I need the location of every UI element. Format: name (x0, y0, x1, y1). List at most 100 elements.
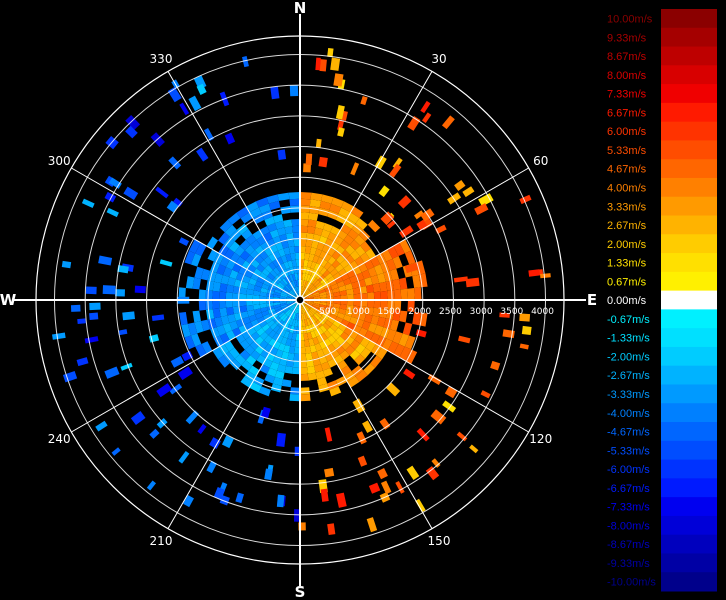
velocity-cell (277, 227, 286, 236)
velocity-cell (392, 256, 403, 269)
velocity-cell (280, 255, 288, 263)
velocity-cell (306, 274, 311, 282)
velocity-cell (340, 272, 350, 281)
velocity-cell (290, 339, 296, 348)
velocity-cell (275, 349, 284, 358)
velocity-cell (258, 203, 271, 214)
velocity-cell (365, 248, 377, 260)
velocity-cell (259, 303, 267, 309)
velocity-cell (352, 287, 361, 295)
velocity-cell (70, 304, 81, 312)
velocity-cell (318, 289, 326, 294)
velocity-cell (302, 287, 306, 294)
velocity-cell (306, 297, 314, 300)
velocity-cell (220, 315, 230, 326)
velocity-cell (364, 259, 375, 270)
velocity-cell (219, 256, 230, 268)
velocity-cell (239, 250, 250, 261)
velocity-cell (330, 225, 341, 236)
velocity-cell (320, 488, 329, 502)
azimuth-label: 330 (150, 52, 173, 66)
velocity-cell (367, 322, 378, 333)
range-tick-label: 3500 (500, 307, 523, 317)
velocity-cell (285, 338, 292, 347)
velocity-cell (389, 268, 400, 281)
velocity-cell (333, 73, 344, 87)
velocity-cell (305, 281, 311, 289)
colorbar-label: -2.00m/s (607, 351, 650, 363)
velocity-cell (95, 420, 108, 432)
colorbar-swatch (661, 65, 717, 85)
velocity-cell (178, 237, 190, 246)
velocity-cell (239, 349, 251, 361)
velocity-cell (300, 259, 305, 267)
velocity-cell (361, 269, 371, 280)
velocity-cell (269, 244, 279, 254)
colorbar-swatch (661, 271, 717, 292)
velocity-cell (310, 306, 318, 312)
velocity-cell (310, 288, 318, 294)
velocity-cell (259, 225, 270, 236)
velocity-cell (307, 366, 316, 374)
velocity-cell (185, 410, 200, 425)
velocity-cell (277, 192, 290, 201)
velocity-cell (205, 300, 213, 310)
velocity-cell (286, 283, 293, 290)
velocity-cell (399, 310, 408, 323)
colorbar-label: 10.00m/s (607, 14, 653, 26)
velocity-cell (288, 310, 294, 318)
colorbar-label: 7.33m/s (607, 89, 647, 101)
velocity-cell (256, 327, 265, 337)
velocity-cell (300, 191, 312, 200)
velocity-cell (416, 427, 430, 442)
velocity-cell (343, 234, 355, 245)
velocity-cell (360, 300, 368, 308)
velocity-cell (474, 203, 489, 216)
velocity-cell (372, 307, 381, 317)
velocity-cell (331, 197, 344, 208)
velocity-cell (378, 185, 390, 198)
velocity-cell (304, 312, 309, 320)
velocity-cell (181, 323, 191, 338)
velocity-cell (330, 268, 339, 277)
velocity-cell (306, 301, 314, 305)
velocity-cell (292, 232, 300, 240)
colorbar-swatch (661, 459, 717, 479)
colorbar-label: 0.67m/s (607, 276, 647, 288)
velocity-cell (349, 275, 358, 284)
velocity-cell (276, 432, 286, 447)
velocity-cell (276, 284, 284, 290)
velocity-cell (300, 306, 303, 314)
velocity-cell (275, 242, 284, 251)
velocity-cell (207, 270, 217, 282)
colorbar-swatch (661, 121, 717, 141)
velocity-cell (307, 260, 313, 268)
velocity-cell (311, 278, 319, 285)
velocity-cell (285, 359, 294, 368)
velocity-cell (395, 480, 405, 494)
velocity-cell (312, 291, 320, 296)
velocity-cell (301, 306, 305, 314)
velocity-cell (225, 300, 233, 308)
velocity-cell (264, 374, 275, 384)
velocity-cell (339, 290, 348, 296)
velocity-cell (252, 295, 260, 300)
colorbar-swatch (661, 9, 717, 29)
velocity-cell (367, 219, 381, 233)
velocity-cell (313, 329, 321, 338)
velocity-cell (247, 309, 256, 317)
velocity-cell (300, 394, 311, 402)
velocity-cell (289, 281, 295, 289)
velocity-cell (327, 316, 336, 324)
velocity-cell (200, 268, 211, 281)
velocity-cell (122, 311, 135, 321)
colorbar-swatch (661, 365, 717, 385)
velocity-cell (305, 153, 313, 166)
velocity-cell (291, 259, 297, 267)
velocity-cell (280, 205, 291, 215)
velocity-cell (294, 273, 298, 281)
velocity-cell (292, 360, 300, 368)
velocity-cell (379, 417, 391, 430)
velocity-cell (319, 302, 327, 306)
velocity-cell (76, 357, 89, 367)
